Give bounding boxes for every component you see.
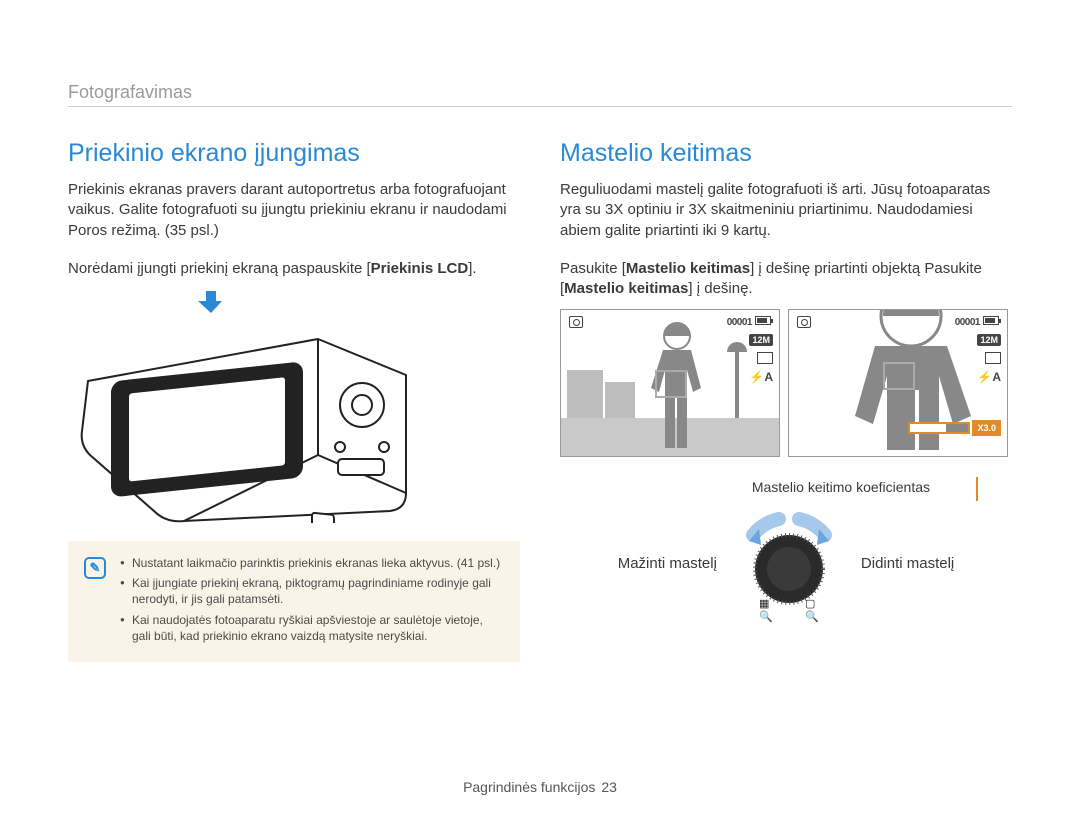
note-icon: ✎ [84, 557, 106, 579]
zoom-out-icon: ▦🔍 [759, 597, 773, 623]
camera-illustration [68, 323, 418, 523]
focus-square [883, 362, 915, 390]
note-item: Nustatant laikmačio parinktis priekinis … [120, 555, 504, 571]
zoom-paragraph: Reguliuodami mastelį galite fotografuoti… [560, 180, 1012, 241]
camera-mode-icon [797, 316, 813, 331]
front-screen-paragraph: Priekinis ekranas pravers darant autopor… [68, 180, 520, 241]
resolution-badge: 12M [977, 334, 1001, 346]
note-item: Kai įjungiate priekinį ekraną, piktogram… [120, 575, 504, 607]
zoom-screenshot-before: 00001 12M ⚡A [560, 309, 780, 457]
front-screen-instruction: Norėdami įjungti priekinį ekraną paspaus… [68, 259, 520, 279]
caption-pointer: Mastelio keitimo koeficientas [560, 479, 1012, 495]
zoom-screenshot-after: 00001 12M ⚡A X3.0 [788, 309, 1008, 457]
zoom-in-icon: ▢🔍 [805, 597, 819, 623]
note-list: Nustatant laikmačio parinktis priekinis … [120, 555, 504, 648]
zoom-instruction: Pasukite [Mastelio keitimas] į dešinę pr… [560, 259, 1012, 300]
quality-badge [985, 352, 1001, 364]
right-column: Mastelio keitimas Reguliuodami mastelį g… [560, 139, 1012, 662]
focus-square [655, 370, 687, 398]
zoom-caption: Mastelio keitimo koeficientas [560, 479, 1012, 495]
front-screen-title: Priekinio ekrano įjungimas [68, 139, 520, 168]
breadcrumb: Fotografavimas [68, 82, 1012, 103]
arrow-down-icon [198, 289, 224, 315]
zoom-dial: ▦🔍 ▢🔍 [743, 517, 835, 609]
camera-mode-icon [569, 316, 585, 331]
screenshots-row: 00001 12M ⚡A 00001 [560, 309, 1012, 457]
zoom-out-label: Mažinti mastelį [618, 555, 717, 572]
note-box: ✎ Nustatant laikmačio parinktis priekini… [68, 541, 520, 662]
zoom-dial-row: Mažinti mastelį ▦🔍 ▢🔍 [560, 517, 1012, 609]
zoom-indicator: X3.0 [908, 420, 1001, 436]
note-item: Kai naudojatės fotoaparatu ryškiai apšvi… [120, 612, 504, 644]
quality-badge [757, 352, 773, 364]
battery-icon [983, 316, 999, 325]
left-column: Priekinio ekrano įjungimas Priekinis ekr… [68, 139, 520, 662]
flash-badge: ⚡A [749, 370, 773, 384]
zoom-in-label: Didinti mastelį [861, 555, 954, 572]
flash-badge: ⚡A [977, 370, 1001, 384]
battery-icon [755, 316, 771, 325]
zoom-title: Mastelio keitimas [560, 139, 1012, 168]
page-footer: Pagrindinės funkcijos23 [0, 779, 1080, 795]
header-divider [68, 106, 1012, 107]
resolution-badge: 12M [749, 334, 773, 346]
